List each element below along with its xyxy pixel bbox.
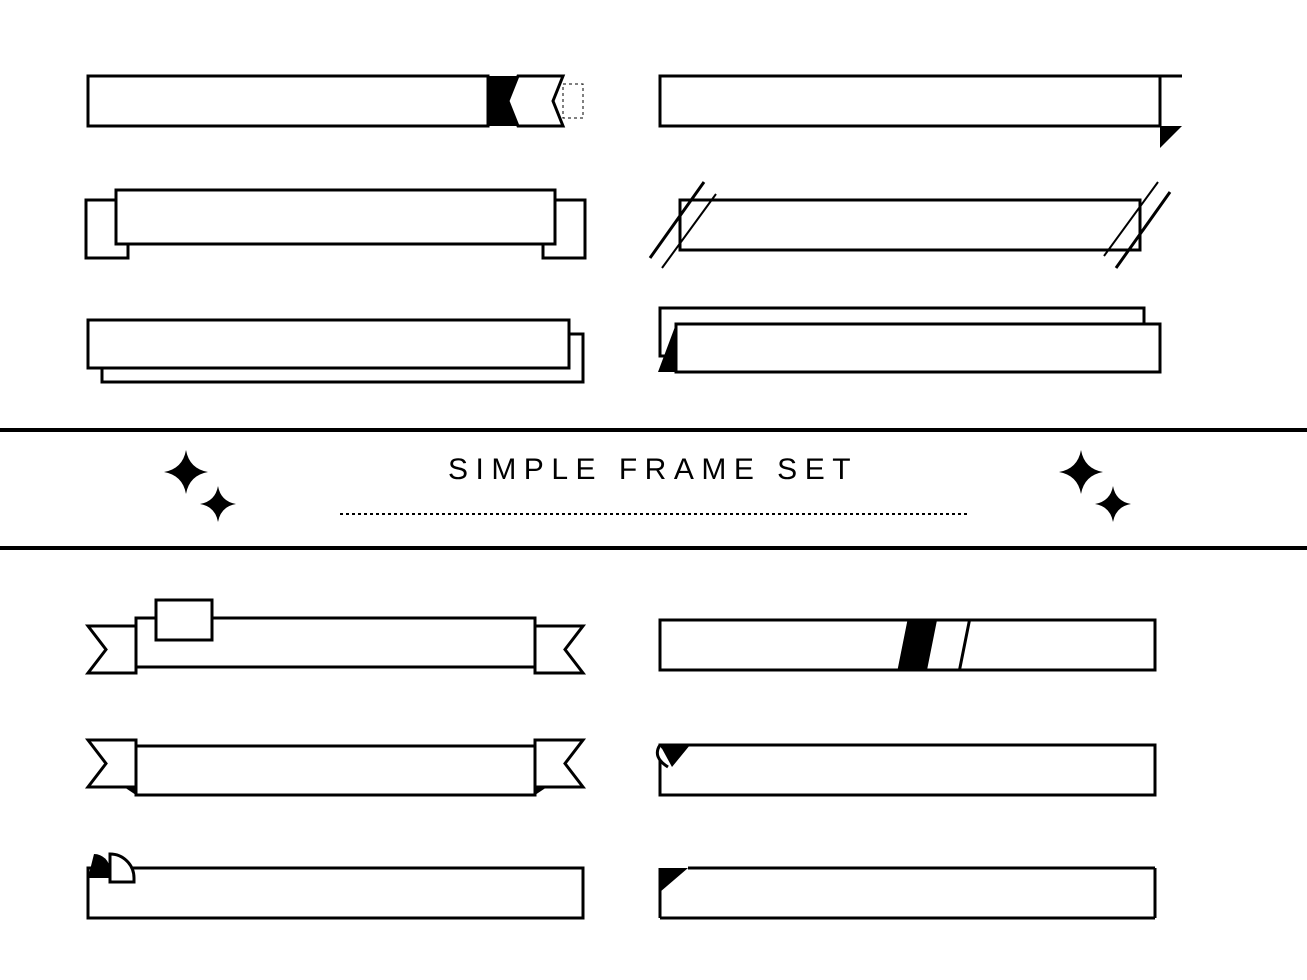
frame-set-canvas — [0, 0, 1307, 980]
title-text: SIMPLE FRAME SET — [353, 453, 953, 487]
